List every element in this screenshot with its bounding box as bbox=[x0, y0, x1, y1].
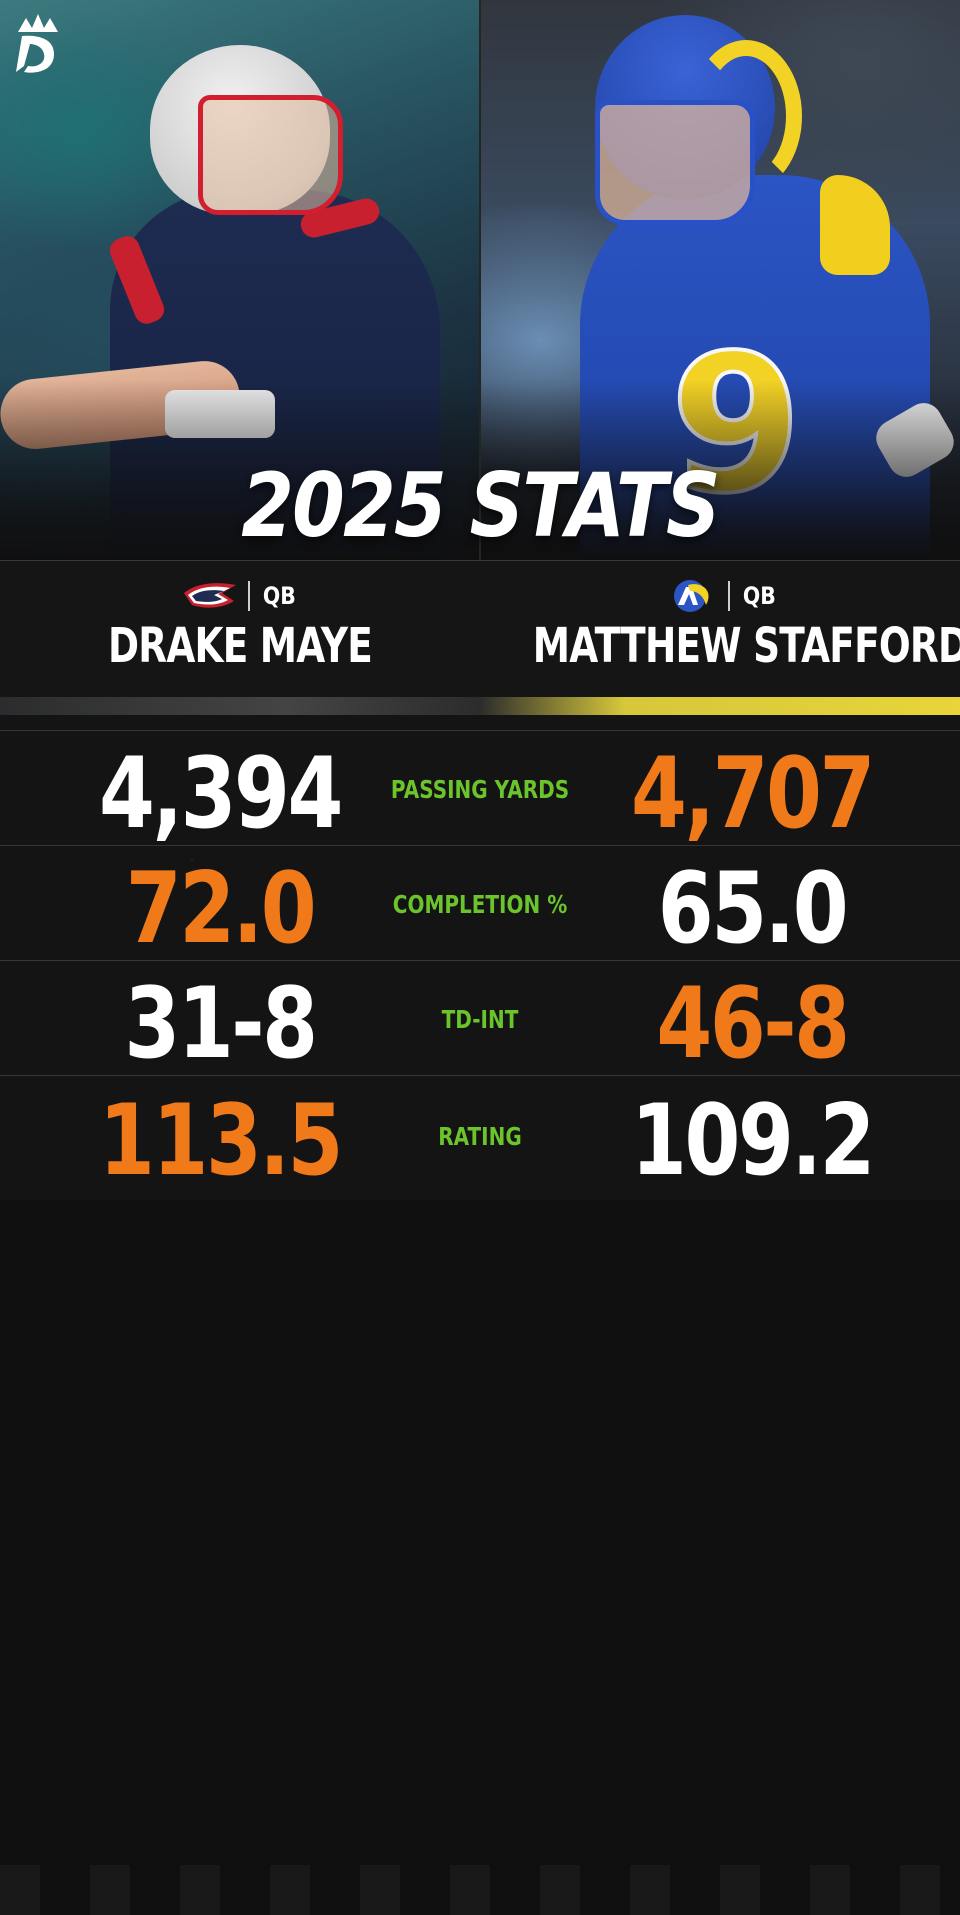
page-title: 2025 STATS bbox=[241, 454, 720, 557]
player-position: QB bbox=[742, 582, 776, 610]
stats-table: 4,394 PASSING YARDS 4,707 72.0 COMPLETIO… bbox=[0, 715, 960, 1915]
draftkings-crown-logo-icon bbox=[16, 14, 58, 73]
player-name: DRAKE MAYE bbox=[107, 618, 373, 674]
stat-value-left: 31-8 bbox=[124, 967, 318, 1081]
stat-value-right: 65.0 bbox=[657, 852, 849, 966]
player-position: QB bbox=[262, 582, 296, 610]
background-pattern bbox=[0, 1865, 960, 1915]
rams-logo-icon bbox=[673, 580, 709, 612]
vertical-divider bbox=[479, 0, 481, 715]
stat-value-right: 46-8 bbox=[656, 967, 850, 1081]
stat-value-left: 4,394 bbox=[99, 737, 343, 851]
stat-value-left: 113.5 bbox=[99, 1084, 343, 1198]
stat-row-td-int: 31-8 TD-INT 46-8 bbox=[0, 960, 960, 1076]
stat-label: COMPLETION % bbox=[392, 890, 568, 919]
stat-row-rating: 113.5 RATING 109.2 bbox=[0, 1075, 960, 1201]
face-mask bbox=[595, 100, 755, 225]
face-mask bbox=[198, 95, 343, 215]
logo-separator bbox=[247, 581, 250, 611]
stat-label: RATING bbox=[438, 1122, 522, 1151]
patriots-logo-icon bbox=[183, 583, 236, 608]
stat-row-completion-pct: 72.0 COMPLETION % 65.0 bbox=[0, 845, 960, 961]
player-header-left: QB DRAKE MAYE bbox=[0, 578, 480, 670]
player-name: MATTHEW STAFFORD bbox=[532, 618, 960, 674]
stat-label: PASSING YARDS bbox=[390, 775, 570, 804]
player-header-band bbox=[0, 560, 960, 697]
logo-separator bbox=[727, 581, 730, 611]
stat-value-right: 4,707 bbox=[631, 737, 875, 851]
photo-strip bbox=[0, 697, 960, 715]
stat-value-left: 72.0 bbox=[125, 852, 317, 966]
stat-value-right: 109.2 bbox=[631, 1084, 875, 1198]
stat-row-passing-yards: 4,394 PASSING YARDS 4,707 bbox=[0, 730, 960, 846]
stat-label: TD-INT bbox=[441, 1005, 519, 1034]
player-header-right: QB MATTHEW STAFFORD bbox=[480, 578, 960, 670]
